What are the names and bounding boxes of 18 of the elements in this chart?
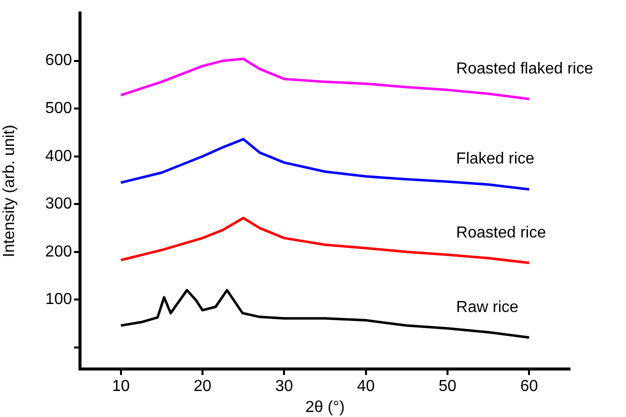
y-tick-label: 100 (45, 291, 72, 308)
y-tick-label: 400 (45, 148, 72, 165)
x-tick-label: 60 (520, 378, 538, 396)
series-label: Roasted rice (456, 224, 546, 242)
x-tick-label: 50 (438, 378, 456, 396)
series-label: Roasted flaked rice (456, 60, 594, 78)
x-tick-label: 20 (194, 378, 212, 396)
y-tick-label: 600 (45, 52, 72, 70)
y-tick-label: 300 (45, 196, 72, 213)
y-axis-title: Intensity (arb. unit) (1, 124, 18, 258)
series-label: Raw rice (456, 298, 519, 316)
y-tick-label: 200 (45, 243, 72, 260)
x-tick-label: 40 (356, 378, 375, 396)
x-axis-title: 2θ (°) (305, 398, 345, 416)
x-tick-label: 30 (275, 378, 294, 396)
x-tick-label: 10 (112, 378, 130, 396)
y-tick-label: 500 (45, 100, 72, 117)
series-label: Flaked rice (456, 150, 535, 168)
